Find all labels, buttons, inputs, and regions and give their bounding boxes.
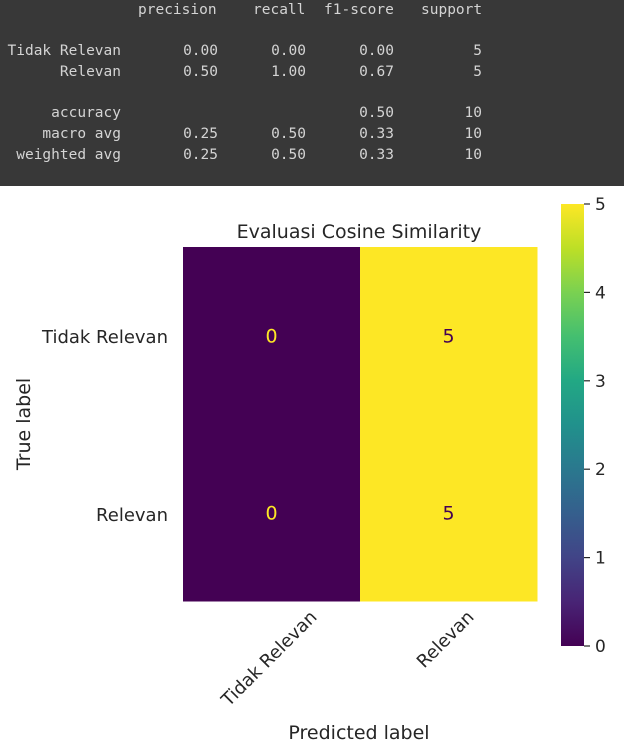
heatmap-cells [183,247,538,602]
report-row-label: Relevan [59,64,121,80]
heatmap-cell-value: 0 [265,503,277,525]
report-cell-recall: 1.00 [271,64,306,80]
report-cell-recall: 0.00 [271,43,306,59]
colorbar-ticks: 0 1 2 3 4 5 [584,195,606,657]
heatmap-cell [360,247,538,425]
y-tick-label: Relevan [96,505,168,526]
colorbar-tick-label: 3 [595,372,606,392]
report-row-label: Tidak Relevan [7,43,122,59]
heatmap-cell-value: 5 [442,326,454,348]
colorbar-tick-label: 4 [595,283,606,303]
report-row-label: weighted avg [16,147,121,163]
report-cell-precision: 0.25 [183,147,218,163]
report-cell-recall: 0.50 [271,126,306,142]
x-tick-label: Tidak Relevan [217,607,322,712]
classification-report: precision recall f1-score support Tidak … [0,0,624,186]
report-cell-f1: 0.00 [359,43,394,59]
report-cell-support: 5 [473,43,482,59]
report-header-recall: recall [253,2,306,18]
heatmap-cell-value: 5 [442,503,454,525]
heatmap-cell [360,424,538,602]
report-cell-recall: 0.50 [271,147,306,163]
report-header-precision: precision [138,2,217,18]
colorbar-tick-label: 5 [595,195,606,215]
report-cell-f1: 0.33 [359,147,394,163]
report-row-label: accuracy [51,105,121,121]
heatmap-cell-labels: 0 5 0 5 [265,326,454,525]
colorbar-tick-label: 1 [595,549,606,569]
colorbar-tick-label: 2 [595,460,606,480]
heatmap-cell [183,247,361,425]
report-cell-f1: 0.33 [359,126,394,142]
report-row-label: macro avg [42,126,121,142]
report-header-f1-score: f1-score [324,2,394,18]
report-cell-support: 10 [464,126,482,142]
confusion-matrix-chart: Evaluasi Cosine Similarity 0 5 0 5 Tidak Re… [13,195,606,744]
report-cell-precision: 0.00 [183,43,218,59]
colorbar [561,204,584,646]
y-axis-label: True label [13,378,35,471]
report-cell-support: 5 [473,64,482,80]
report-cell-f1: 0.67 [359,64,394,80]
y-tick-label: Tidak Relevan [41,327,168,348]
report-cell-precision: 0.50 [183,64,218,80]
report-cell-support: 10 [464,147,482,163]
chart-title: Evaluasi Cosine Similarity [237,221,482,243]
report-cell-support: 10 [464,105,482,121]
heatmap-cell-value: 0 [265,326,277,348]
colorbar-tick-label: 0 [595,637,606,657]
report-cell-f1: 0.50 [359,105,394,121]
x-axis-label: Predicted label [288,722,429,744]
x-tick-label: Relevan [413,607,479,673]
heatmap-cell [183,424,361,602]
report-header-support: support [421,2,483,18]
confusion-matrix-figure: Evaluasi Cosine Similarity 0 5 0 5 Tidak Re… [0,186,624,756]
report-cell-precision: 0.25 [183,126,218,142]
